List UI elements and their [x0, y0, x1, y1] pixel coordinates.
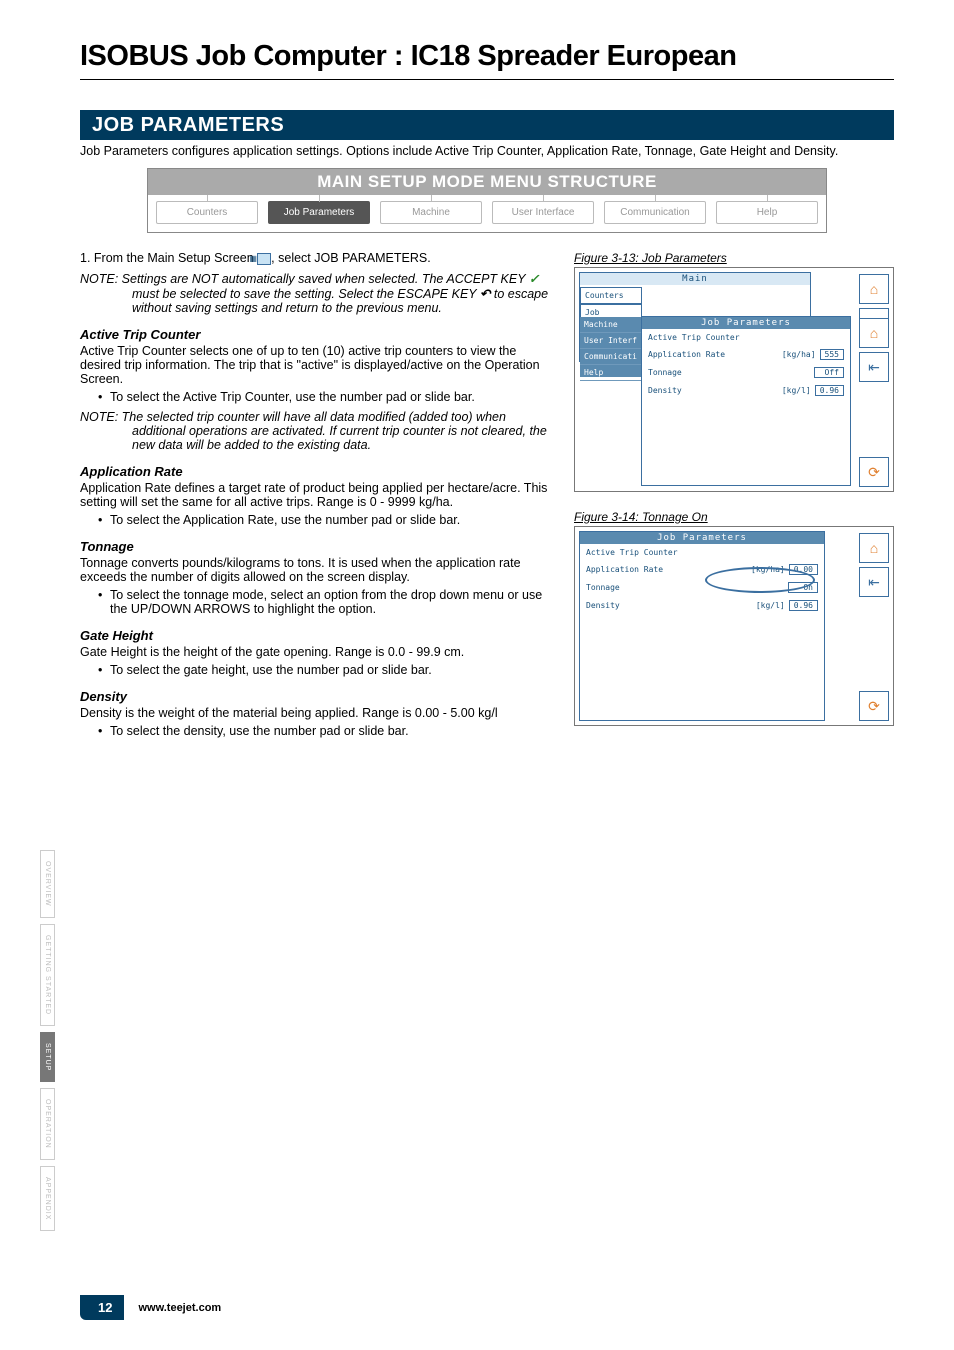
fig2-ton-label: Tonnage: [586, 583, 620, 592]
page-title: ISOBUS Job Computer : IC18 Spreader Euro…: [80, 40, 894, 73]
side-tab-overview[interactable]: OVERVIEW: [40, 850, 55, 918]
fig2-atc-label: Active Trip Counter: [586, 548, 678, 557]
step-1: 1. From the Main Setup Screen ▦, select …: [80, 251, 552, 265]
fig1-row-atc[interactable]: Active Trip Counter: [642, 329, 850, 346]
ar-heading: Application Rate: [80, 464, 552, 479]
fig1-side-counters: Counters: [580, 287, 642, 304]
fig1-caption: Figure 3-13: Job Parameters: [574, 251, 894, 265]
fig2-den-label: Density: [586, 601, 620, 610]
atc-note: NOTE: The selected trip counter will hav…: [80, 410, 552, 452]
fig1-sub-window: Job Parameters Active Trip Counter Appli…: [641, 316, 851, 486]
ton-heading: Tonnage: [80, 539, 552, 554]
atc-bullet: To select the Active Trip Counter, use t…: [98, 390, 552, 404]
fig2-title: Job Parameters: [580, 532, 824, 544]
gate-heading: Gate Height: [80, 628, 552, 643]
side-tab-operation[interactable]: OPERATION: [40, 1088, 55, 1160]
side-tab-appendix[interactable]: APPENDIX: [40, 1166, 55, 1231]
fig2-back-button[interactable]: ⇤: [859, 567, 889, 597]
fig1-sub-title: Job Parameters: [642, 317, 850, 329]
title-rule: [80, 79, 894, 80]
fig2-window: Job Parameters Active Trip Counter Appli…: [579, 531, 825, 721]
fig1-row-den[interactable]: Density [kg/l] 0.96: [642, 382, 850, 399]
fig1-home-button-back[interactable]: ⌂: [859, 274, 889, 304]
ar-body: Application Rate defines a target rate o…: [80, 481, 552, 509]
fig1-ar-unit: [kg/ha]: [782, 350, 816, 359]
den-bullet: To select the density, use the number pa…: [98, 724, 552, 738]
fig2-caption: Figure 3-14: Tonnage On: [574, 510, 894, 524]
menu-header: MAIN SETUP MODE MENU STRUCTURE: [148, 169, 826, 195]
page-number: 12: [80, 1295, 124, 1320]
atc-note-text: The selected trip counter will have all …: [122, 410, 547, 452]
tab-counters: Counters: [156, 201, 258, 224]
den-body: Density is the weight of the material be…: [80, 706, 552, 720]
fig1-den-val: 0.96: [815, 385, 844, 396]
fig2-home-button[interactable]: ⌂: [859, 533, 889, 563]
fig2-row-den[interactable]: Density [kg/l] 0.96: [580, 597, 824, 614]
ton-body: Tonnage converts pounds/kilograms to ton…: [80, 556, 552, 584]
fig1-row-ton[interactable]: Tonnage Off: [642, 363, 850, 382]
menu-structure: MAIN SETUP MODE MENU STRUCTURE Counters …: [147, 168, 827, 233]
ar-bullet: To select the Application Rate, use the …: [98, 513, 552, 527]
fig1-den-unit: [kg/l]: [782, 386, 811, 395]
tab-machine: Machine: [380, 201, 482, 224]
tab-help: Help: [716, 201, 818, 224]
note-1: NOTE: Settings are NOT automatically sav…: [80, 271, 552, 315]
menu-tabs: Counters Job Parameters Machine User Int…: [148, 195, 826, 232]
tab-communication: Communication: [604, 201, 706, 224]
side-nav-tabs: OVERVIEW GETTING STARTED SETUP OPERATION…: [40, 850, 55, 1231]
fig1-ar-val: 555: [820, 349, 844, 360]
fig2-highlight-circle: [705, 567, 815, 593]
step-1-prefix: 1. From the Main Setup Screen: [80, 251, 257, 265]
fig2-den-val: 0.96: [789, 600, 818, 611]
fig1-side-ui: User Interf: [580, 333, 642, 349]
den-heading: Density: [80, 689, 552, 704]
fig2-ar-label: Application Rate: [586, 565, 663, 574]
note-label: NOTE:: [80, 272, 122, 286]
atc-body: Active Trip Counter selects one of up to…: [80, 344, 552, 386]
fig1-refresh-button[interactable]: ⟳: [859, 457, 889, 487]
section-header: JOB PARAMETERS: [80, 110, 894, 140]
fig1-side-comm: Communicati: [580, 349, 642, 365]
page-footer: 12 www.teejet.com: [80, 1295, 221, 1320]
side-tab-getting-started[interactable]: GETTING STARTED: [40, 924, 55, 1026]
tab-user-interface: User Interface: [492, 201, 594, 224]
fig1-row-ar[interactable]: Application Rate [kg/ha] 555: [642, 346, 850, 363]
fig1-home-button[interactable]: ⌂: [859, 318, 889, 348]
fig1-atc-label: Active Trip Counter: [648, 333, 740, 342]
atc-heading: Active Trip Counter: [80, 327, 552, 342]
fig1-box: Main Counters Job Parameters Machine Use…: [574, 267, 894, 492]
fig2-box: Job Parameters Active Trip Counter Appli…: [574, 526, 894, 726]
accept-key-icon: ✓: [529, 272, 539, 286]
fig1-side-help: Help: [580, 365, 642, 381]
ton-bullet: To select the tonnage mode, select an op…: [98, 588, 552, 616]
fig1-main-title: Main: [580, 273, 810, 285]
escape-key-icon: ↶: [480, 287, 490, 301]
gate-bullet: To select the gate height, use the numbe…: [98, 663, 552, 677]
fig1-ar-label: Application Rate: [648, 350, 725, 359]
setup-screen-icon: ▦: [257, 253, 271, 265]
note-label-2: NOTE:: [80, 410, 122, 424]
fig2-den-unit: [kg/l]: [756, 601, 785, 610]
footer-url: www.teejet.com: [138, 1302, 221, 1314]
step-1-suffix: , select JOB PARAMETERS.: [271, 251, 431, 265]
fig1-ton-val: Off: [814, 367, 844, 378]
intro-text: Job Parameters configures application se…: [80, 144, 894, 158]
fig2-refresh-button[interactable]: ⟳: [859, 691, 889, 721]
note1-b: must be selected to save the setting. Se…: [132, 287, 480, 301]
gate-body: Gate Height is the height of the gate op…: [80, 645, 552, 659]
note1-a: Settings are NOT automatically saved whe…: [122, 272, 529, 286]
side-tab-setup[interactable]: SETUP: [40, 1032, 55, 1082]
tab-job-parameters: Job Parameters: [268, 201, 370, 224]
fig1-ton-label: Tonnage: [648, 368, 682, 377]
fig1-side-machine: Machine: [580, 317, 642, 333]
fig2-row-atc[interactable]: Active Trip Counter: [580, 544, 824, 561]
fig1-back-button[interactable]: ⇤: [859, 352, 889, 382]
fig1-den-label: Density: [648, 386, 682, 395]
